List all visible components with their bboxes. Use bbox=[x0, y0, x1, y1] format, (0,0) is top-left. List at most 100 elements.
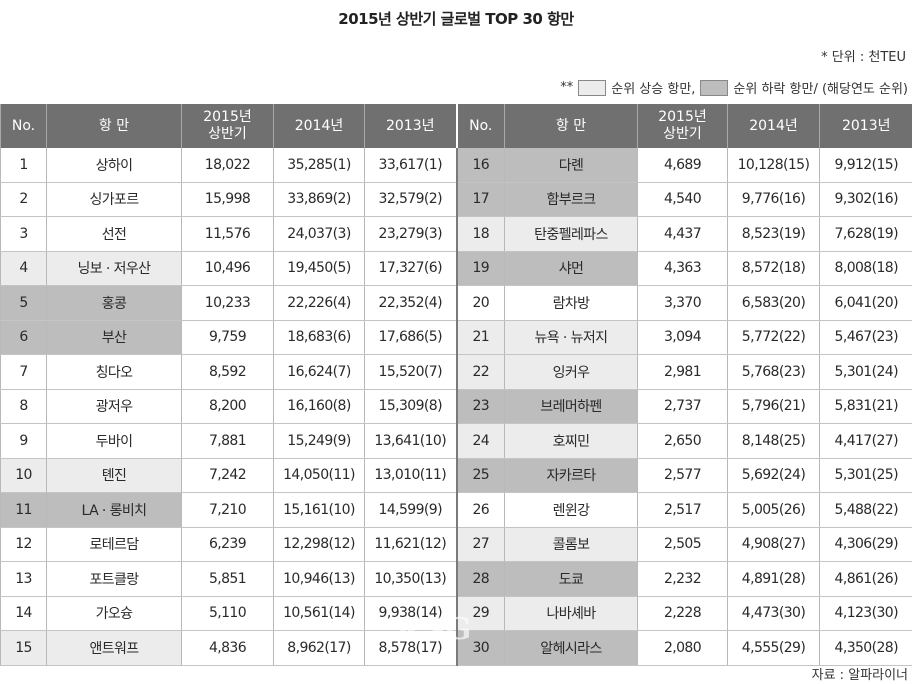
table-row: 7 칭다오 8,592 16,624(7) 15,520(7) 22 잉커우 2,981 5,7… bbox=[0, 354, 912, 390]
header-no: No. bbox=[455, 104, 505, 148]
value-2014-cell: 15,249(9) bbox=[273, 423, 365, 459]
value-2013-cell: 9,938(14) bbox=[364, 596, 457, 631]
value-2013-cell: 14,599(9) bbox=[364, 492, 457, 528]
value-2014-cell: 35,285(1) bbox=[273, 148, 365, 183]
rank-cell: 9 bbox=[0, 423, 47, 459]
port-cell: 함부르크 bbox=[504, 182, 638, 217]
value-2014-cell: 15,161(10) bbox=[273, 492, 365, 528]
value-2014-cell: 6,583(20) bbox=[727, 285, 820, 321]
table-row: 9 두바이 7,881 15,249(9) 13,641(10) 24 호찌민 2,650 8,… bbox=[0, 423, 912, 459]
rank-cell: 14 bbox=[0, 596, 47, 631]
port-cell: 칭다오 bbox=[46, 354, 182, 390]
watermark: KSG bbox=[396, 612, 473, 647]
value-2013-cell: 17,686(5) bbox=[364, 320, 457, 355]
value-2015h1-cell: 5,851 bbox=[181, 561, 274, 597]
source-note: 자료 : 알파라이너 bbox=[811, 668, 908, 683]
rank-cell: 19 bbox=[455, 251, 505, 286]
port-cell: 알헤시라스 bbox=[504, 630, 638, 666]
port-cell: 나바셰바 bbox=[504, 596, 638, 631]
value-2013-cell: 4,417(27) bbox=[819, 423, 912, 459]
value-2015h1-cell: 4,689 bbox=[637, 148, 728, 183]
port-cell: 다롄 bbox=[504, 148, 638, 183]
value-2015h1-cell: 2,228 bbox=[637, 596, 728, 631]
value-2013-cell: 17,327(6) bbox=[364, 251, 457, 286]
value-2013-cell: 5,301(24) bbox=[819, 354, 912, 390]
value-2013-cell: 4,123(30) bbox=[819, 596, 912, 631]
port-cell: LA · 롱비치 bbox=[46, 492, 182, 528]
legend-swatch-up bbox=[578, 79, 607, 96]
header-port: 항 만 bbox=[46, 104, 182, 148]
rank-cell: 18 bbox=[455, 216, 505, 252]
value-2015h1-cell: 10,233 bbox=[181, 285, 274, 321]
table-row: 13 포트클랑 5,851 10,946(13) 10,350(13) 28 도쿄 2,232… bbox=[0, 561, 912, 597]
value-2015h1-cell: 5,110 bbox=[181, 596, 274, 631]
header-port: 항 만 bbox=[504, 104, 638, 148]
value-2014-cell: 5,768(23) bbox=[727, 354, 820, 390]
value-2013-cell: 15,520(7) bbox=[364, 354, 457, 390]
header-2015h1: 2015년 상반기 bbox=[181, 104, 274, 148]
value-2014-cell: 16,160(8) bbox=[273, 389, 365, 424]
value-2014-cell: 24,037(3) bbox=[273, 216, 365, 252]
value-2013-cell: 5,831(21) bbox=[819, 389, 912, 424]
value-2013-cell: 11,621(12) bbox=[364, 527, 457, 562]
rank-cell: 4 bbox=[0, 251, 47, 286]
rank-cell: 30 bbox=[455, 630, 505, 666]
rank-cell: 24 bbox=[455, 423, 505, 459]
ports-table: No. 항 만 2015년 상반기 2014년 2013년 No. 항 만 20… bbox=[0, 104, 912, 666]
table-body: 1 상하이 18,022 35,285(1) 33,617(1) 16 다롄 4,689 10,… bbox=[0, 148, 912, 666]
value-2013-cell: 5,488(22) bbox=[819, 492, 912, 528]
value-2013-cell: 33,617(1) bbox=[364, 148, 457, 183]
rank-cell: 26 bbox=[455, 492, 505, 528]
rank-cell: 2 bbox=[0, 182, 47, 217]
rank-cell: 22 bbox=[455, 354, 505, 390]
table-row: 14 가오슝 5,110 10,561(14) 9,938(14) 29 나바셰바 2,228… bbox=[0, 596, 912, 631]
value-2013-cell: 5,301(25) bbox=[819, 458, 912, 493]
value-2014-cell: 5,796(21) bbox=[727, 389, 820, 424]
port-cell: 잉커우 bbox=[504, 354, 638, 390]
rank-cell: 20 bbox=[455, 285, 505, 321]
value-2015h1-cell: 8,592 bbox=[181, 354, 274, 390]
value-2015h1-cell: 3,370 bbox=[637, 285, 728, 321]
value-2014-cell: 14,050(11) bbox=[273, 458, 365, 493]
value-2015h1-cell: 2,737 bbox=[637, 389, 728, 424]
legend-prefix: ** bbox=[560, 80, 574, 95]
rank-cell: 8 bbox=[0, 389, 47, 424]
value-2013-cell: 8,008(18) bbox=[819, 251, 912, 286]
port-cell: 렌윈강 bbox=[504, 492, 638, 528]
value-2015h1-cell: 2,232 bbox=[637, 561, 728, 597]
table-row: 4 닝보 · 저우산 10,496 19,450(5) 17,327(6) 19 샤먼 4,3… bbox=[0, 251, 912, 286]
port-cell: 포트클랑 bbox=[46, 561, 182, 597]
value-2015h1-cell: 7,881 bbox=[181, 423, 274, 459]
rank-cell: 10 bbox=[0, 458, 47, 493]
port-cell: 람차방 bbox=[504, 285, 638, 321]
value-2014-cell: 33,869(2) bbox=[273, 182, 365, 217]
table-row: 10 톈진 7,242 14,050(11) 13,010(11) 25 자카르타 2,577… bbox=[0, 458, 912, 493]
value-2014-cell: 4,555(29) bbox=[727, 630, 820, 666]
table-row: 2 싱가포르 15,998 33,869(2) 32,579(2) 17 함부르크 4,540… bbox=[0, 182, 912, 217]
value-2015h1-cell: 2,981 bbox=[637, 354, 728, 390]
value-2015h1-cell: 2,080 bbox=[637, 630, 728, 666]
port-cell: 상하이 bbox=[46, 148, 182, 183]
value-2014-cell: 16,624(7) bbox=[273, 354, 365, 390]
value-2014-cell: 5,005(26) bbox=[727, 492, 820, 528]
value-2013-cell: 5,467(23) bbox=[819, 320, 912, 355]
rank-cell: 16 bbox=[455, 148, 505, 183]
value-2015h1-cell: 10,496 bbox=[181, 251, 274, 286]
port-cell: 자카르타 bbox=[504, 458, 638, 493]
value-2015h1-cell: 15,998 bbox=[181, 182, 274, 217]
rank-cell: 15 bbox=[0, 630, 47, 666]
rank-cell: 12 bbox=[0, 527, 47, 562]
value-2013-cell: 13,641(10) bbox=[364, 423, 457, 459]
port-cell: 도쿄 bbox=[504, 561, 638, 597]
value-2014-cell: 8,148(25) bbox=[727, 423, 820, 459]
unit-note: * 단위 : 천TEU bbox=[821, 50, 906, 65]
value-2015h1-cell: 2,577 bbox=[637, 458, 728, 493]
port-cell: 홍콩 bbox=[46, 285, 182, 321]
value-2014-cell: 5,772(22) bbox=[727, 320, 820, 355]
value-2014-cell: 4,473(30) bbox=[727, 596, 820, 631]
rank-cell: 23 bbox=[455, 389, 505, 424]
value-2015h1-cell: 9,759 bbox=[181, 320, 274, 355]
value-2014-cell: 12,298(12) bbox=[273, 527, 365, 562]
rank-cell: 5 bbox=[0, 285, 47, 321]
port-cell: 선전 bbox=[46, 216, 182, 252]
